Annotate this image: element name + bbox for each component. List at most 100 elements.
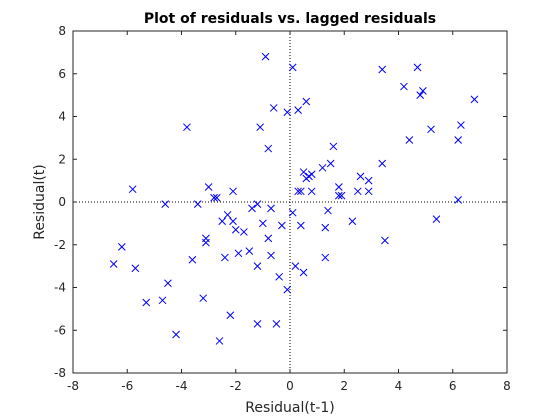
data-point bbox=[457, 121, 465, 129]
y-tick-label: 2 bbox=[58, 152, 66, 166]
data-point bbox=[378, 159, 387, 168]
data-point bbox=[296, 187, 305, 196]
y-tick-label: -4 bbox=[54, 281, 66, 295]
x-tick-label: 0 bbox=[286, 379, 294, 393]
data-point bbox=[234, 249, 243, 258]
data-point bbox=[128, 185, 137, 194]
x-tick-label: 6 bbox=[449, 379, 457, 393]
data-point bbox=[183, 123, 191, 132]
data-point bbox=[416, 91, 425, 99]
data-point bbox=[172, 330, 180, 339]
y-tick-label: 4 bbox=[58, 110, 66, 124]
data-point bbox=[381, 236, 389, 245]
data-point bbox=[253, 200, 262, 208]
data-point bbox=[161, 200, 170, 208]
y-axis-label: Residual(t) bbox=[32, 164, 48, 240]
data-markers bbox=[109, 52, 479, 345]
data-point bbox=[202, 238, 210, 247]
data-point bbox=[223, 210, 232, 219]
data-point bbox=[307, 170, 316, 179]
data-point bbox=[272, 319, 281, 328]
data-point bbox=[229, 217, 237, 226]
data-point bbox=[291, 262, 300, 270]
data-point bbox=[329, 142, 338, 151]
data-point bbox=[432, 215, 441, 223]
data-point bbox=[326, 159, 335, 168]
data-point bbox=[267, 251, 275, 260]
y-tick-label: -6 bbox=[54, 323, 66, 337]
data-point bbox=[253, 262, 262, 270]
data-point bbox=[218, 217, 227, 226]
data-point bbox=[405, 136, 414, 144]
data-point bbox=[364, 176, 373, 185]
data-point bbox=[199, 294, 208, 303]
data-point bbox=[378, 65, 387, 74]
data-point bbox=[288, 208, 297, 217]
data-point bbox=[231, 225, 240, 234]
data-point bbox=[348, 217, 357, 226]
chart-title: Plot of residuals vs. lagged residuals bbox=[144, 11, 436, 27]
data-point bbox=[296, 221, 305, 230]
y-tick-label: 8 bbox=[58, 24, 66, 38]
data-point bbox=[158, 296, 167, 305]
data-point bbox=[215, 337, 224, 345]
x-tick-label: 2 bbox=[340, 379, 348, 393]
data-point bbox=[275, 272, 284, 281]
data-point bbox=[337, 191, 346, 200]
data-point bbox=[131, 264, 140, 273]
data-point bbox=[256, 123, 265, 132]
tick-labels: -8 -6 -4 -2 0 2 4 6 8 -8 -6 -4 -2 0 2 4 6 8 bbox=[54, 24, 511, 393]
data-point bbox=[288, 63, 297, 72]
y-tick-label: 6 bbox=[58, 67, 66, 81]
data-point bbox=[229, 187, 237, 196]
data-point bbox=[470, 95, 479, 104]
x-tick-label: -4 bbox=[176, 379, 188, 393]
x-axis-label: Residual(t-1) bbox=[245, 400, 335, 416]
data-point bbox=[212, 193, 221, 202]
x-tick-label: 8 bbox=[503, 379, 511, 393]
data-point bbox=[204, 183, 213, 191]
data-point bbox=[294, 187, 302, 196]
x-tick-label: -6 bbox=[121, 379, 133, 393]
data-point bbox=[264, 144, 273, 153]
data-point bbox=[324, 206, 332, 215]
data-point bbox=[117, 243, 126, 251]
data-point bbox=[321, 253, 330, 262]
data-point bbox=[364, 187, 373, 196]
y-tick-label: -2 bbox=[54, 238, 66, 252]
data-point bbox=[226, 311, 235, 320]
data-point bbox=[427, 125, 435, 134]
data-point bbox=[248, 204, 256, 213]
y-tick-label: -8 bbox=[54, 366, 66, 380]
data-point bbox=[210, 193, 218, 202]
x-tick-label: -8 bbox=[67, 379, 79, 393]
data-point bbox=[307, 187, 316, 196]
data-point bbox=[245, 247, 254, 256]
data-point bbox=[356, 172, 365, 181]
data-point bbox=[318, 163, 327, 172]
data-point bbox=[302, 97, 311, 106]
data-point bbox=[334, 183, 343, 191]
data-point bbox=[188, 255, 197, 264]
data-point bbox=[283, 285, 292, 294]
data-point bbox=[267, 204, 275, 213]
axis-ticks bbox=[72, 30, 508, 374]
x-tick-label: 4 bbox=[395, 379, 403, 393]
data-point bbox=[400, 82, 408, 91]
data-point bbox=[253, 319, 262, 328]
data-point bbox=[164, 279, 172, 288]
data-point bbox=[240, 228, 248, 236]
data-point bbox=[321, 223, 330, 232]
data-point bbox=[419, 86, 427, 95]
data-point bbox=[334, 191, 343, 200]
data-point bbox=[109, 260, 118, 268]
data-point bbox=[283, 108, 292, 117]
data-point bbox=[454, 136, 463, 144]
data-point bbox=[454, 196, 463, 204]
data-point bbox=[299, 168, 308, 176]
data-point bbox=[264, 234, 273, 243]
data-point bbox=[259, 219, 267, 228]
data-point bbox=[221, 253, 229, 262]
x-tick-label: -2 bbox=[230, 379, 242, 393]
